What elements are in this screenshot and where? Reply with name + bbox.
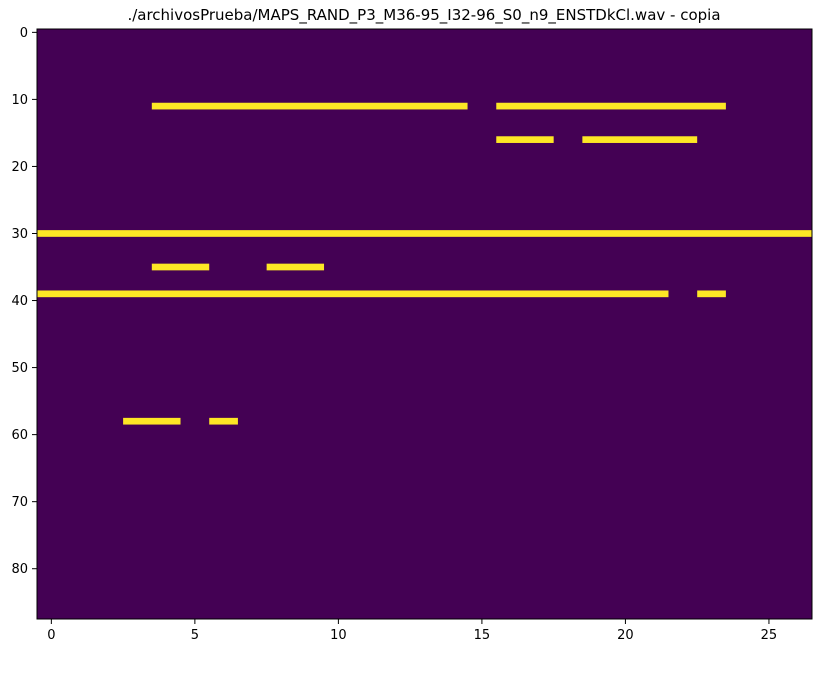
x-tick-label: 20 bbox=[617, 628, 634, 643]
plot-area bbox=[36, 28, 813, 620]
y-tick-label: 40 bbox=[11, 294, 28, 309]
x-tick-label: 5 bbox=[191, 628, 199, 643]
x-tick-label: 0 bbox=[47, 628, 55, 643]
x-tick-label: 25 bbox=[761, 628, 778, 643]
y-tick-label: 10 bbox=[11, 93, 28, 108]
heatmap-active-segment bbox=[496, 136, 554, 143]
heatmap-active-segment bbox=[37, 290, 669, 298]
y-tick-label: 80 bbox=[11, 562, 28, 577]
heatmap-active-segment bbox=[151, 263, 210, 271]
heatmap-active-segment bbox=[123, 417, 181, 425]
y-tick-label: 30 bbox=[11, 227, 28, 242]
x-tick-label: 15 bbox=[474, 628, 491, 643]
y-tick-label: 50 bbox=[11, 361, 28, 376]
heatmap-active-segment bbox=[582, 136, 698, 143]
heatmap-background bbox=[37, 29, 812, 619]
plot-frame bbox=[36, 28, 813, 620]
y-tick-label: 20 bbox=[11, 160, 28, 175]
y-tick-label: 60 bbox=[11, 428, 28, 443]
heatmap-active-segment bbox=[697, 290, 726, 298]
heatmap-active-segment bbox=[496, 102, 726, 110]
y-tick-label: 0 bbox=[20, 26, 28, 41]
y-axis: 0 10 20 30 40 50 60 70 80 bbox=[11, 26, 37, 577]
chart-title: ./archivosPrueba/MAPS_RAND_P3_M36-95_I32… bbox=[127, 6, 720, 25]
x-axis: 0 5 10 15 20 25 bbox=[47, 619, 777, 643]
heatmap-active-segment bbox=[209, 417, 238, 425]
y-tick-label: 70 bbox=[11, 495, 28, 510]
heatmap-active-segment bbox=[151, 102, 468, 110]
x-tick-label: 10 bbox=[330, 628, 347, 643]
heatmap-active-segment bbox=[37, 230, 812, 237]
heatmap-active-segment bbox=[266, 263, 325, 271]
